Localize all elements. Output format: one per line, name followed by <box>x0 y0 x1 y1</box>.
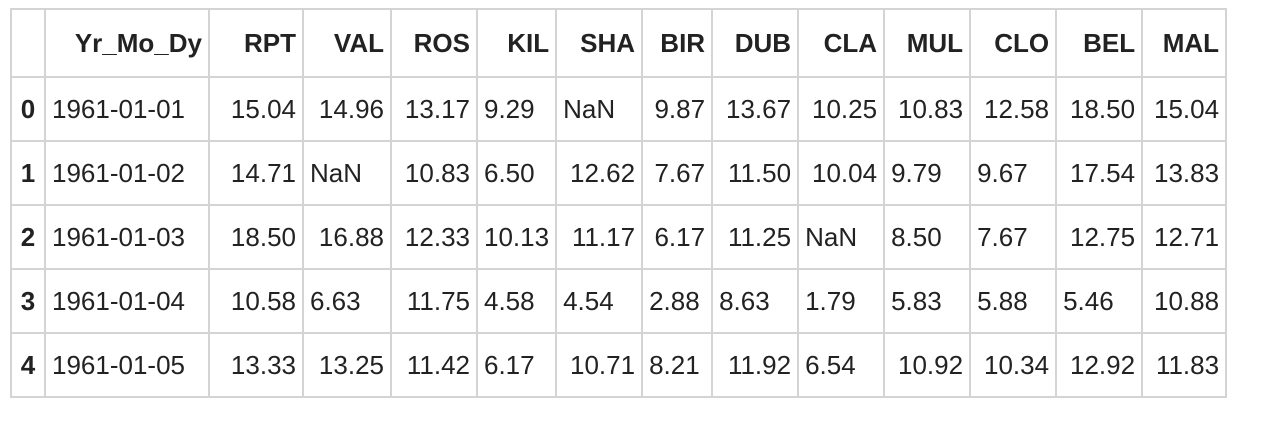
cell-value: NaN <box>555 76 644 142</box>
table-row: 1 1961-01-02 14.71 NaN 10.83 6.50 12.62 … <box>10 140 1228 206</box>
cell-value: 15.04 <box>208 76 304 142</box>
cell-value: 11.75 <box>390 268 478 334</box>
cell-value: 10.04 <box>797 140 886 206</box>
table-row: 0 1961-01-01 15.04 14.96 13.17 9.29 NaN … <box>10 76 1228 142</box>
column-header-clo: CLO <box>969 8 1058 78</box>
cell-value: 10.71 <box>555 332 644 398</box>
cell-value: 13.17 <box>390 76 478 142</box>
cell-value: 6.17 <box>475 332 558 398</box>
cell-value: 2.88 <box>641 268 714 334</box>
cell-value: 5.46 <box>1055 268 1144 334</box>
cell-date: 1961-01-02 <box>44 140 210 206</box>
cell-value: 12.71 <box>1141 204 1228 270</box>
cell-value: 10.92 <box>883 332 972 398</box>
row-index: 0 <box>10 76 46 142</box>
table-header: Yr_Mo_Dy RPT VAL ROS KIL SHA BIR DUB CLA… <box>10 8 1228 78</box>
cell-value: 11.25 <box>711 204 800 270</box>
cell-value: 11.83 <box>1141 332 1228 398</box>
cell-value: 11.50 <box>711 140 800 206</box>
cell-value: 4.58 <box>475 268 558 334</box>
column-header-rpt: RPT <box>208 8 304 78</box>
cell-value: 10.34 <box>969 332 1058 398</box>
column-header-bir: BIR <box>641 8 714 78</box>
cell-value: 7.67 <box>641 140 714 206</box>
cell-value: 18.50 <box>1055 76 1144 142</box>
row-index: 3 <box>10 268 46 334</box>
cell-value: 13.25 <box>302 332 392 398</box>
column-header-cla: CLA <box>797 8 886 78</box>
cell-value: 12.75 <box>1055 204 1144 270</box>
cell-value: NaN <box>302 140 392 206</box>
table-row: 2 1961-01-03 18.50 16.88 12.33 10.13 11.… <box>10 204 1228 270</box>
index-header <box>10 8 46 78</box>
column-header-mal: MAL <box>1141 8 1228 78</box>
cell-value: 12.62 <box>555 140 644 206</box>
cell-value: 18.50 <box>208 204 304 270</box>
cell-value: 6.17 <box>641 204 714 270</box>
cell-value: 8.63 <box>711 268 800 334</box>
column-header-kil: KIL <box>475 8 558 78</box>
cell-value: 13.83 <box>1141 140 1228 206</box>
header-row: Yr_Mo_Dy RPT VAL ROS KIL SHA BIR DUB CLA… <box>10 8 1228 78</box>
cell-value: NaN <box>797 204 886 270</box>
cell-value: 14.71 <box>208 140 304 206</box>
column-header-ros: ROS <box>390 8 478 78</box>
table-body: 0 1961-01-01 15.04 14.96 13.17 9.29 NaN … <box>10 76 1228 398</box>
cell-value: 8.21 <box>641 332 714 398</box>
cell-value: 11.42 <box>390 332 478 398</box>
cell-date: 1961-01-03 <box>44 204 210 270</box>
cell-value: 6.54 <box>797 332 886 398</box>
cell-value: 9.67 <box>969 140 1058 206</box>
cell-value: 12.92 <box>1055 332 1144 398</box>
table-row: 3 1961-01-04 10.58 6.63 11.75 4.58 4.54 … <box>10 268 1228 334</box>
column-header-sha: SHA <box>555 8 644 78</box>
cell-date: 1961-01-05 <box>44 332 210 398</box>
cell-value: 9.79 <box>883 140 972 206</box>
cell-value: 10.25 <box>797 76 886 142</box>
dataframe-container: Yr_Mo_Dy RPT VAL ROS KIL SHA BIR DUB CLA… <box>10 8 1228 398</box>
cell-value: 8.50 <box>883 204 972 270</box>
cell-value: 10.83 <box>883 76 972 142</box>
column-header-dub: DUB <box>711 8 800 78</box>
cell-value: 6.63 <box>302 268 392 334</box>
cell-value: 12.33 <box>390 204 478 270</box>
cell-value: 10.88 <box>1141 268 1228 334</box>
cell-value: 10.13 <box>475 204 558 270</box>
cell-value: 9.87 <box>641 76 714 142</box>
row-index: 4 <box>10 332 46 398</box>
cell-value: 10.58 <box>208 268 304 334</box>
cell-value: 1.79 <box>797 268 886 334</box>
column-header-yr-mo-dy: Yr_Mo_Dy <box>44 8 210 78</box>
column-header-bel: BEL <box>1055 8 1144 78</box>
cell-value: 4.54 <box>555 268 644 334</box>
cell-value: 7.67 <box>969 204 1058 270</box>
table-row: 4 1961-01-05 13.33 13.25 11.42 6.17 10.7… <box>10 332 1228 398</box>
cell-value: 17.54 <box>1055 140 1144 206</box>
cell-date: 1961-01-01 <box>44 76 210 142</box>
dataframe-table: Yr_Mo_Dy RPT VAL ROS KIL SHA BIR DUB CLA… <box>10 8 1228 398</box>
cell-value: 13.33 <box>208 332 304 398</box>
cell-value: 11.92 <box>711 332 800 398</box>
cell-value: 10.83 <box>390 140 478 206</box>
row-index: 2 <box>10 204 46 270</box>
row-index: 1 <box>10 140 46 206</box>
cell-value: 5.83 <box>883 268 972 334</box>
cell-value: 6.50 <box>475 140 558 206</box>
cell-value: 12.58 <box>969 76 1058 142</box>
cell-value: 5.88 <box>969 268 1058 334</box>
column-header-mul: MUL <box>883 8 972 78</box>
cell-value: 16.88 <box>302 204 392 270</box>
cell-value: 15.04 <box>1141 76 1228 142</box>
cell-date: 1961-01-04 <box>44 268 210 334</box>
cell-value: 13.67 <box>711 76 800 142</box>
cell-value: 9.29 <box>475 76 558 142</box>
cell-value: 14.96 <box>302 76 392 142</box>
cell-value: 11.17 <box>555 204 644 270</box>
column-header-val: VAL <box>302 8 392 78</box>
